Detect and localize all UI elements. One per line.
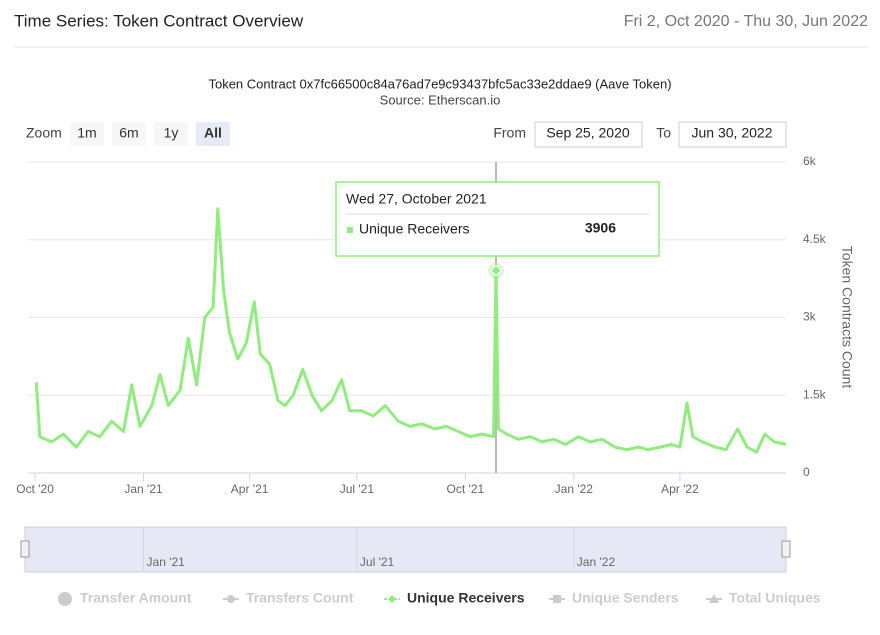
to-value[interactable]: Jun 30, 2022 — [692, 125, 773, 141]
legend-icon[interactable] — [58, 592, 72, 606]
y-tick-label: 0 — [803, 465, 810, 479]
zoom-button-label[interactable]: 1m — [77, 125, 96, 141]
legend-icon[interactable] — [553, 595, 561, 603]
zoom-button-label[interactable]: 1y — [164, 125, 179, 141]
y-tick-label: 1.5k — [803, 387, 827, 401]
navigator[interactable] — [24, 526, 787, 573]
x-tick-label: Oct '21 — [447, 482, 485, 496]
x-tick-label: Oct '20 — [16, 482, 54, 496]
navigator-label: Jan '22 — [577, 555, 616, 569]
page-title: Time Series: Token Contract Overview — [14, 11, 304, 30]
from-label: From — [493, 125, 526, 141]
zoom-button-label[interactable]: 6m — [119, 125, 138, 141]
to-label: To — [656, 125, 671, 141]
data-line — [34, 207, 787, 454]
chart-title: Token Contract 0x7fc66500c84a76ad7e9c934… — [208, 76, 671, 91]
zoom-button[interactable] — [70, 122, 104, 146]
navigator-label: Jan '21 — [147, 555, 186, 569]
tooltip-title: Wed 27, October 2021 — [346, 191, 487, 207]
legend-label[interactable]: Transfer Amount — [80, 590, 192, 606]
x-tick-label: Apr '21 — [231, 482, 269, 496]
legend-icon[interactable] — [709, 594, 719, 603]
hover-point — [490, 264, 502, 277]
to-input[interactable] — [678, 121, 787, 148]
navigator-handle-left[interactable] — [20, 540, 30, 558]
legend-icon[interactable] — [388, 595, 396, 603]
legend-icon[interactable] — [227, 595, 235, 603]
y-tick-label: 4.5k — [803, 232, 827, 246]
x-tick-label: Jul '21 — [340, 482, 375, 496]
from-input[interactable] — [534, 121, 643, 148]
legend-label[interactable]: Unique Senders — [572, 590, 679, 606]
x-tick-label: Apr '22 — [661, 482, 699, 496]
chart-subtitle: Source: Etherscan.io — [380, 92, 501, 107]
x-tick-label: Jan '21 — [124, 482, 163, 496]
tooltip-swatch — [347, 227, 354, 233]
from-value[interactable]: Sep 25, 2020 — [546, 125, 630, 141]
date-range: Fri 2, Oct 2020 - Thu 30, Jun 2022 — [624, 13, 868, 30]
y-axis-label: Token Contracts Count — [839, 246, 855, 389]
zoom-button-label[interactable]: All — [204, 125, 222, 141]
tooltip-series: Unique Receivers — [359, 221, 470, 237]
tooltip-value: 3906 — [585, 220, 616, 236]
legend-label[interactable]: Unique Receivers — [407, 590, 525, 606]
zoom-button[interactable] — [112, 122, 146, 146]
zoom-label: Zoom — [26, 125, 62, 141]
legend-label[interactable]: Total Uniques — [729, 590, 821, 606]
tooltip-box — [335, 181, 660, 257]
y-tick-label: 6k — [803, 154, 817, 168]
x-tick-label: Jan '22 — [555, 482, 594, 496]
navigator-handle-right[interactable] — [781, 540, 791, 558]
legend-label[interactable]: Transfers Count — [246, 590, 354, 606]
zoom-button[interactable] — [196, 122, 230, 146]
zoom-button[interactable] — [154, 122, 188, 146]
y-tick-label: 3k — [803, 310, 817, 324]
navigator-label: Jul '21 — [360, 555, 395, 569]
